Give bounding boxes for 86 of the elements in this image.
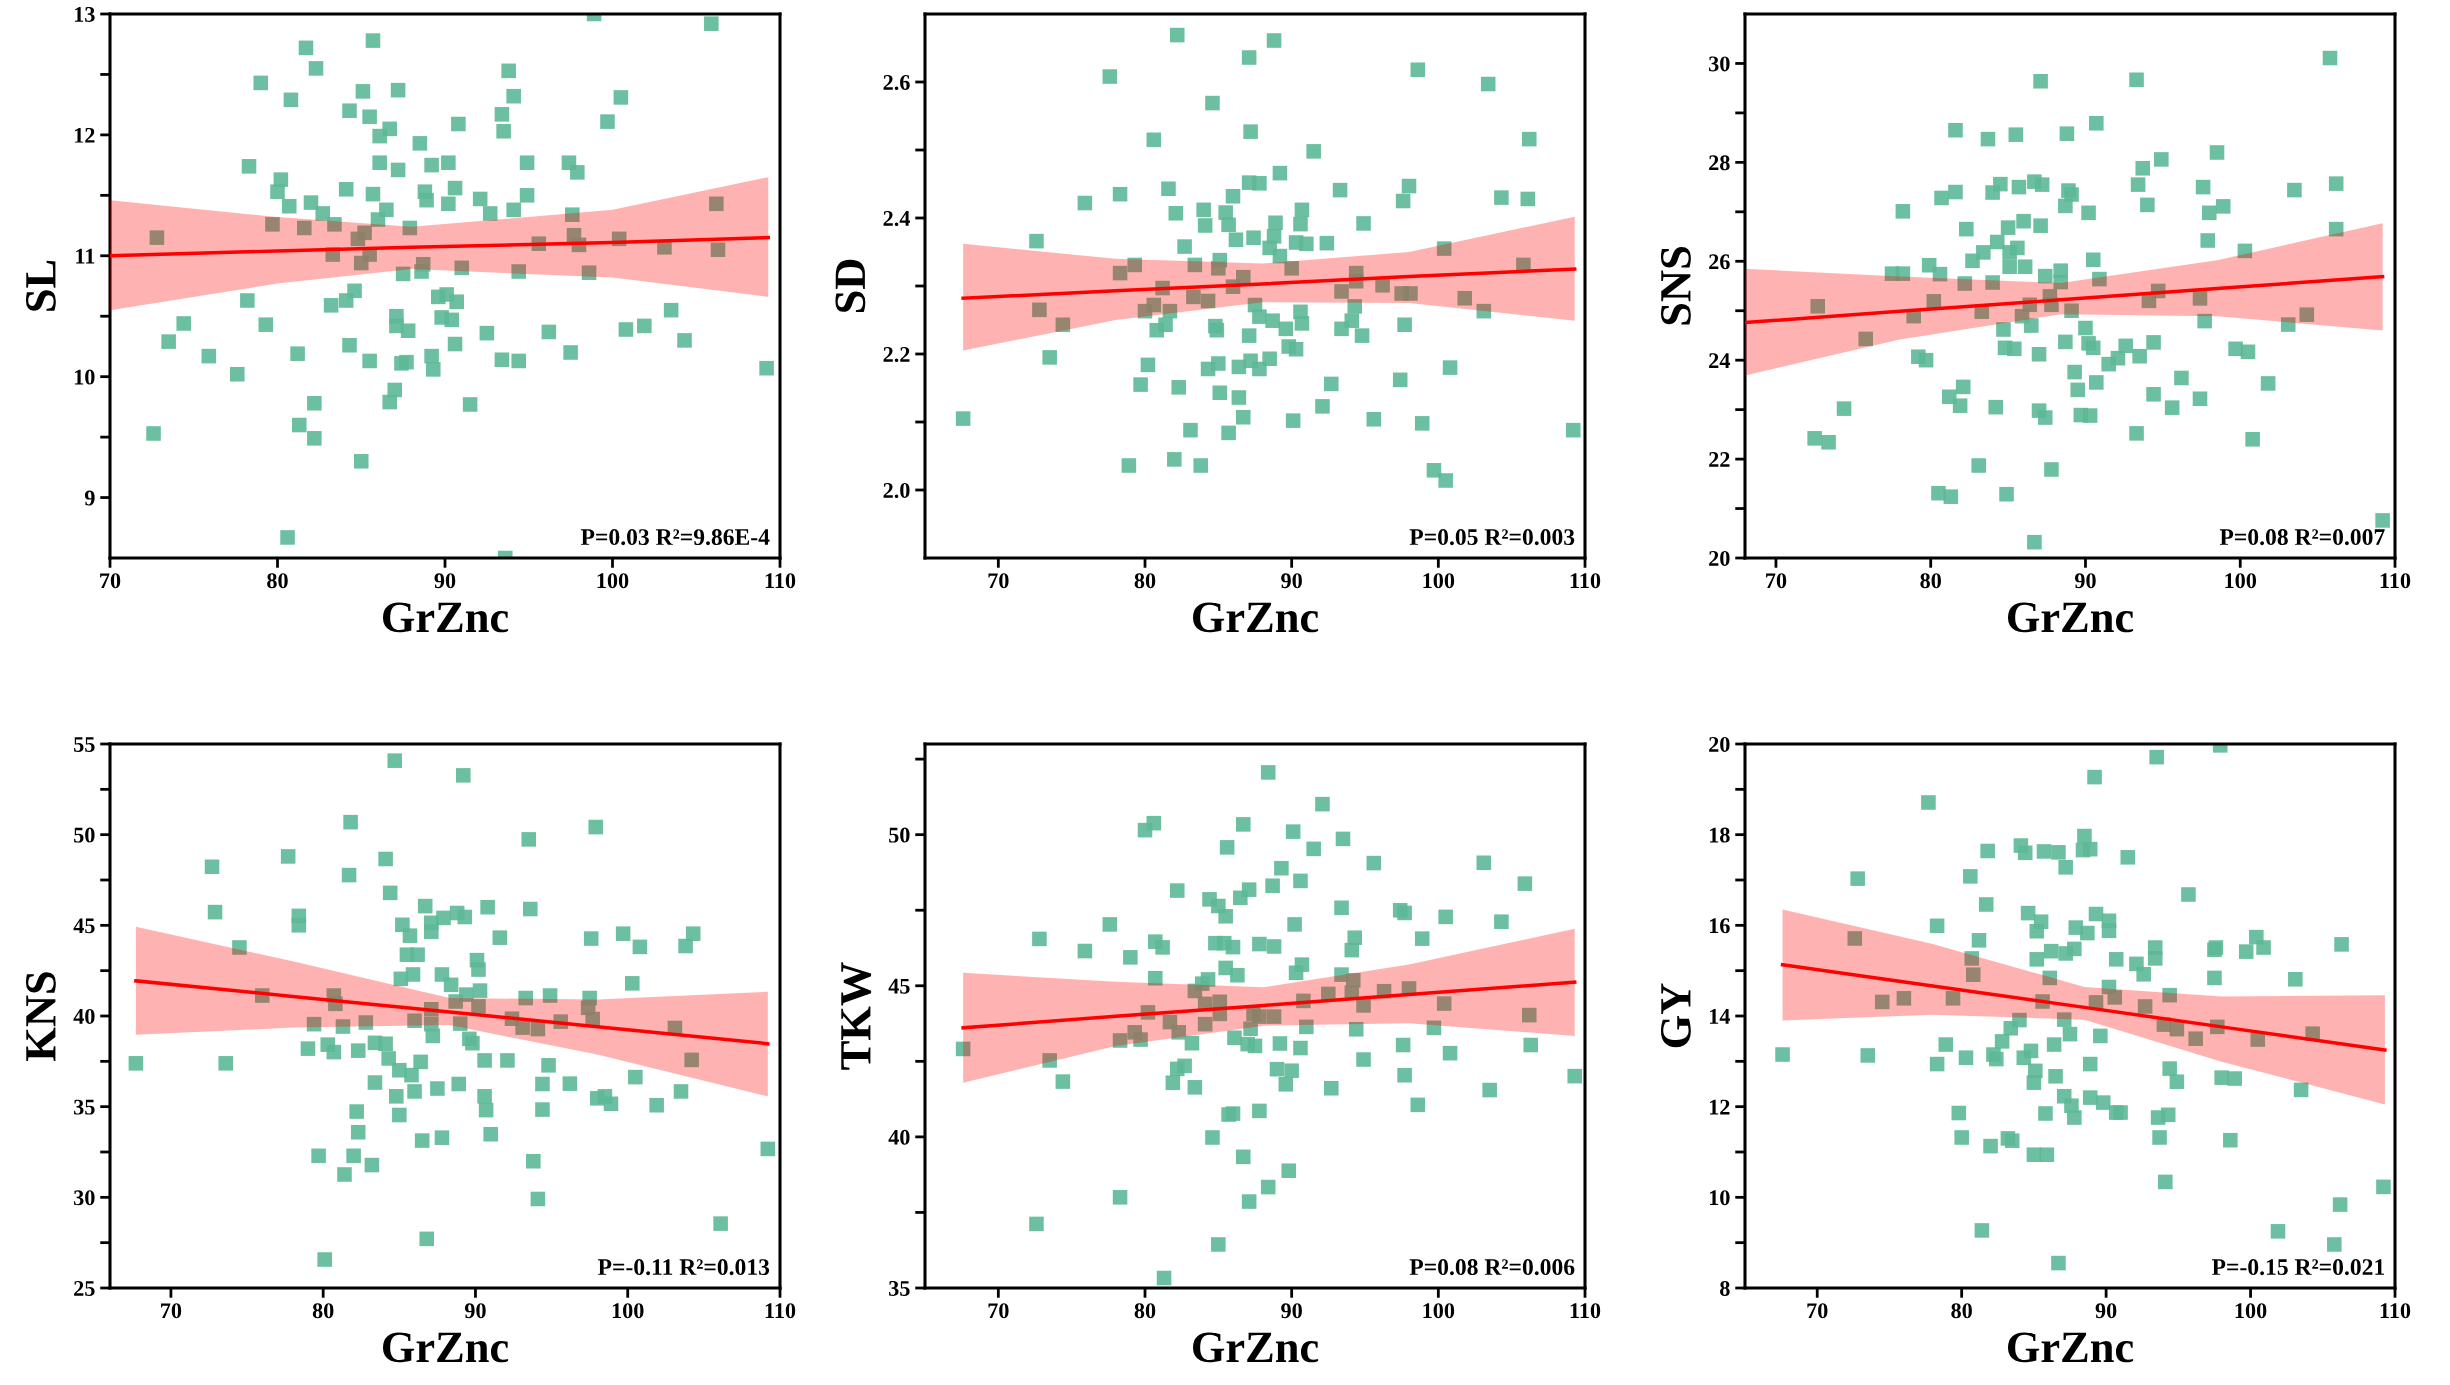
y-tick-label: 2.4 (883, 210, 910, 227)
x-tick-label: 90 (464, 1303, 486, 1319)
y-axis-title: KNS (25, 972, 56, 1061)
y-tick-label: 30 (74, 1190, 95, 1206)
x-tick-label: 70 (1766, 573, 1787, 589)
x-tick-label: 100 (1423, 573, 1455, 589)
x-tick-label: 80 (312, 1303, 334, 1319)
y-tick-label: 14 (1709, 1009, 1730, 1024)
annotation: P=-0.15 R²=0.021 (2211, 1259, 2385, 1276)
annotation: P=0.03 R²=9.86E-4 (580, 529, 770, 546)
x-axis-title: GrZnc (2007, 602, 2134, 633)
y-tick-label: 50 (74, 827, 95, 843)
x-tick-label: 70 (1807, 1303, 1828, 1319)
y-tick-label: 2.6 (883, 74, 910, 91)
x-tick-label: 70 (988, 573, 1009, 589)
y-tick-label: 8 (1720, 1280, 1730, 1296)
x-tick-label: 100 (2235, 1303, 2267, 1319)
y-tick-label: 12 (1709, 1099, 1730, 1115)
y-tick-label: 35 (74, 1099, 95, 1115)
line-series (134, 979, 770, 1046)
y-tick-label: 10 (1709, 1190, 1730, 1206)
y-axis-title: GY (1660, 983, 1691, 1048)
y-tick-label: 2.0 (883, 482, 910, 499)
y-tick-label: 20 (1709, 736, 1730, 752)
y-tick-label: 11 (76, 248, 95, 264)
x-tick-label: 80 (1134, 1303, 1156, 1319)
x-tick-label: 90 (2074, 573, 2096, 589)
y-tick-label: 10 (74, 369, 95, 385)
y-tick-label: 13 (74, 6, 95, 22)
x-tick-label: 110 (2380, 573, 2411, 589)
x-axis-title: GrZnc (382, 602, 509, 633)
line-series (1745, 274, 2385, 325)
x-tick-label: 90 (1281, 573, 1302, 589)
x-tick-label: 80 (1134, 573, 1156, 589)
y-tick-label: 40 (73, 1008, 95, 1024)
x-axis-title: GrZnc (1192, 1332, 1319, 1363)
y-axis-title: TKW (841, 962, 872, 1070)
x-tick-label: 70 (100, 573, 121, 589)
x-tick-label: 80 (267, 573, 288, 589)
x-tick-label: 100 (1423, 1303, 1455, 1319)
x-tick-label: 100 (2225, 573, 2257, 589)
y-axis-title: SNS (1660, 247, 1691, 325)
y-tick-label: 25 (74, 1280, 95, 1296)
x-tick-label: 100 (597, 573, 629, 589)
annotation: P=0.08 R²=0.007 (2219, 529, 2385, 546)
y-tick-label: 26 (1709, 254, 1730, 270)
x-tick-label: 110 (765, 1303, 796, 1319)
y-tick-label: 20 (1709, 550, 1730, 566)
line-series (961, 980, 1577, 1030)
x-tick-label: 80 (1951, 1303, 1972, 1319)
annotation: P=0.08 R²=0.006 (1409, 1259, 1575, 1276)
y-axis-title: SD (835, 259, 866, 313)
y-tick-label: 40 (888, 1129, 910, 1145)
x-tick-label: 110 (1570, 1303, 1601, 1319)
x-tick-label: 90 (434, 573, 456, 589)
line-series (961, 267, 1577, 300)
y-tick-label: 9 (84, 490, 95, 506)
x-tick-label: 90 (2095, 1303, 2117, 1319)
x-tick-label: 70 (161, 1303, 182, 1319)
y-tick-label: 18 (1709, 827, 1730, 843)
y-tick-label: 28 (1709, 155, 1730, 171)
y-tick-label: 45 (888, 978, 910, 994)
annotation: P=-0.11 R²=0.013 (597, 1259, 770, 1276)
y-tick-label: 35 (889, 1280, 910, 1296)
y-tick-label: 22 (1709, 452, 1730, 467)
y-tick-label: 16 (1709, 918, 1730, 934)
x-axis-title: GrZnc (1192, 602, 1319, 633)
y-axis-title: SL (25, 260, 56, 311)
x-tick-label: 80 (1920, 573, 1941, 589)
y-tick-label: 12 (74, 127, 95, 143)
y-tick-label: 24 (1709, 353, 1730, 368)
x-tick-label: 100 (612, 1303, 644, 1319)
y-tick-label: 30 (1709, 56, 1730, 72)
x-tick-label: 110 (2380, 1303, 2411, 1319)
x-axis-title: GrZnc (2007, 1332, 2134, 1363)
y-tick-label: 2.2 (883, 346, 910, 363)
x-tick-label: 90 (1281, 1303, 1302, 1319)
x-axis-title: GrZnc (382, 1332, 509, 1363)
y-tick-label: 50 (889, 827, 910, 843)
annotation: P=0.05 R²=0.003 (1409, 529, 1575, 546)
y-tick-label: 45 (73, 918, 95, 934)
x-tick-label: 110 (1570, 573, 1601, 589)
x-tick-label: 110 (765, 573, 796, 589)
x-tick-label: 70 (988, 1303, 1009, 1319)
line-series (1780, 963, 2387, 1052)
y-tick-label: 55 (74, 737, 95, 752)
